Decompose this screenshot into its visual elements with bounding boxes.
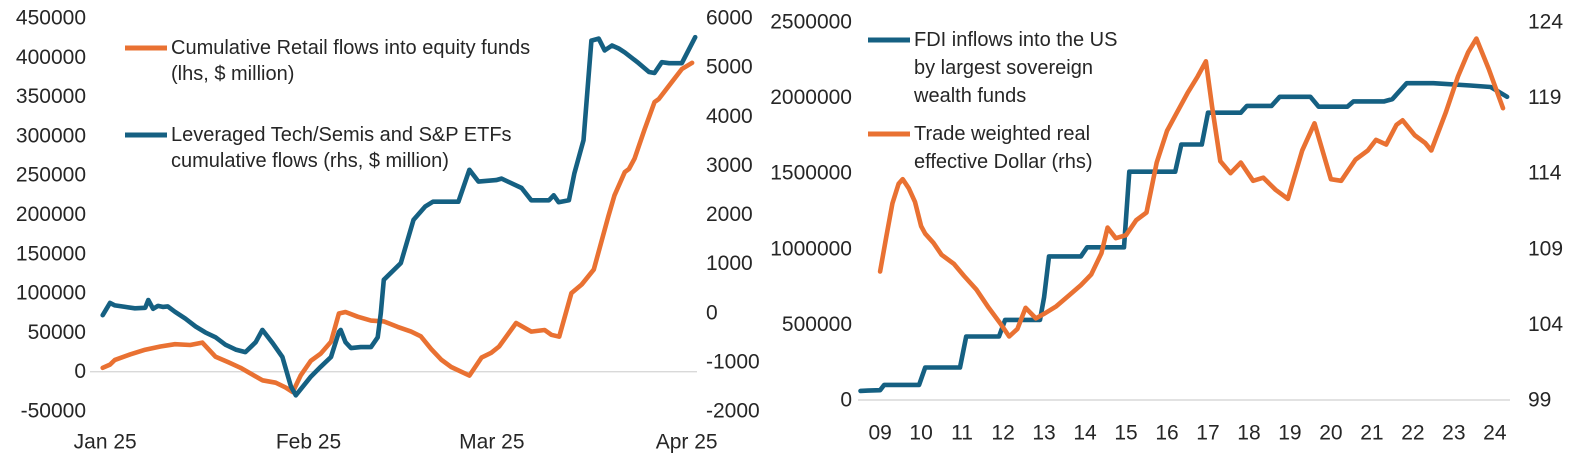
left-axis-tick-label: 400000 xyxy=(16,46,86,69)
left-axis-tick-label: 50000 xyxy=(28,321,86,344)
right-axis-tick-label: 114 xyxy=(1528,162,1562,185)
fdi-inflows-legend-label: FDI inflows into the US xyxy=(914,29,1117,51)
left-axis-tick-label: 250000 xyxy=(16,164,86,187)
right-axis-tick-label: 3000 xyxy=(706,154,753,177)
x-axis-tick-label: 17 xyxy=(1196,422,1219,445)
left-axis-tick-label: 1500000 xyxy=(770,162,852,185)
left-axis-tick-label: -50000 xyxy=(21,400,86,423)
fdi-vs-dollar-chart: 2500000 2000000 1500000 1000000 500000 0 124 11… xyxy=(770,11,1563,445)
leveraged-etf-flows-legend-label: cumulative flows (rhs, $ million) xyxy=(171,150,449,172)
right-axis-tick-label: 6000 xyxy=(706,7,753,30)
x-axis-tick-label: 22 xyxy=(1401,422,1424,445)
x-axis-tick-label: 20 xyxy=(1319,422,1342,445)
retail-flows-legend-label: Cumulative Retail flows into equity fund… xyxy=(171,37,530,59)
left-axis-tick-label: 150000 xyxy=(16,242,86,265)
x-axis-tick-label: Mar 25 xyxy=(459,431,524,454)
x-axis-tick-label: 14 xyxy=(1073,422,1097,445)
fdi-inflows-legend-label: by largest sovereign xyxy=(914,57,1093,79)
right-axis-tick-label: 99 xyxy=(1528,389,1551,412)
x-axis-tick-label: 16 xyxy=(1155,422,1178,445)
x-axis-tick-label: 11 xyxy=(951,422,973,445)
trade-weighted-dollar-legend-label: effective Dollar (rhs) xyxy=(914,151,1093,173)
x-axis-tick-label: Apr 25 xyxy=(656,431,718,454)
left-axis-tick-label: 100000 xyxy=(16,282,86,305)
x-axis-tick-label: 12 xyxy=(991,422,1014,445)
leveraged-etf-flows-line xyxy=(100,34,698,398)
leveraged-etf-flows-legend-label: Leveraged Tech/Semis and S&P ETFs xyxy=(171,124,512,146)
right-axis-tick-label: 2000 xyxy=(706,203,753,226)
fdi-inflows-legend-label: wealth funds xyxy=(913,85,1026,107)
right-axis-tick-label: 119 xyxy=(1528,86,1561,109)
x-axis-tick-label: 15 xyxy=(1114,422,1137,445)
trade-weighted-dollar-legend-label: Trade weighted real xyxy=(914,123,1090,145)
retail-flows-line xyxy=(100,60,695,395)
x-axis-tick-label: 23 xyxy=(1442,422,1465,445)
right-axis-tick-label: -1000 xyxy=(706,350,760,373)
left-axis-tick-label: 0 xyxy=(840,389,852,412)
right-axis-tick-label: 5000 xyxy=(706,56,753,79)
x-axis-tick-label: 24 xyxy=(1483,422,1507,445)
x-axis-tick-label: 10 xyxy=(909,422,932,445)
x-axis-tick-label: Jan 25 xyxy=(74,431,137,454)
left-axis-tick-label: 300000 xyxy=(16,124,86,147)
left-axis-tick-label: 500000 xyxy=(782,313,852,336)
left-axis-tick-label: 200000 xyxy=(16,203,86,226)
trade-weighted-dollar-line xyxy=(877,36,1506,339)
x-axis-tick-label: 18 xyxy=(1237,422,1260,445)
fdi-inflows-line xyxy=(858,80,1510,394)
right-axis-tick-label: -2000 xyxy=(706,400,760,423)
x-axis-tick-label: Feb 25 xyxy=(276,431,341,454)
left-axis-tick-label: 2500000 xyxy=(770,11,852,34)
right-axis-tick-label: 4000 xyxy=(706,105,753,128)
right-axis-tick-label: 1000 xyxy=(706,252,753,275)
left-axis-tick-label: 1000000 xyxy=(770,237,852,260)
x-axis-tick-label: 13 xyxy=(1032,422,1055,445)
x-axis-tick-label: 21 xyxy=(1360,422,1383,445)
left-axis-tick-label: 450000 xyxy=(16,7,86,30)
right-axis-tick-label: 0 xyxy=(706,301,718,324)
left-axis-tick-label: 350000 xyxy=(16,85,86,108)
left-axis-tick-label: 0 xyxy=(74,360,86,383)
x-axis-tick-label: 09 xyxy=(868,422,891,445)
x-axis-tick-label: 19 xyxy=(1278,422,1301,445)
retail-vs-leveraged-etf-flows-chart: 4500004000003500003000002500002000001500… xyxy=(16,7,760,454)
retail-flows-legend-label: (lhs, $ million) xyxy=(171,63,294,85)
right-axis-tick-label: 124 xyxy=(1528,11,1563,34)
right-axis-tick-label: 109 xyxy=(1528,237,1563,260)
right-axis-tick-label: 104 xyxy=(1528,313,1563,336)
left-axis-tick-label: 2000000 xyxy=(770,86,852,109)
